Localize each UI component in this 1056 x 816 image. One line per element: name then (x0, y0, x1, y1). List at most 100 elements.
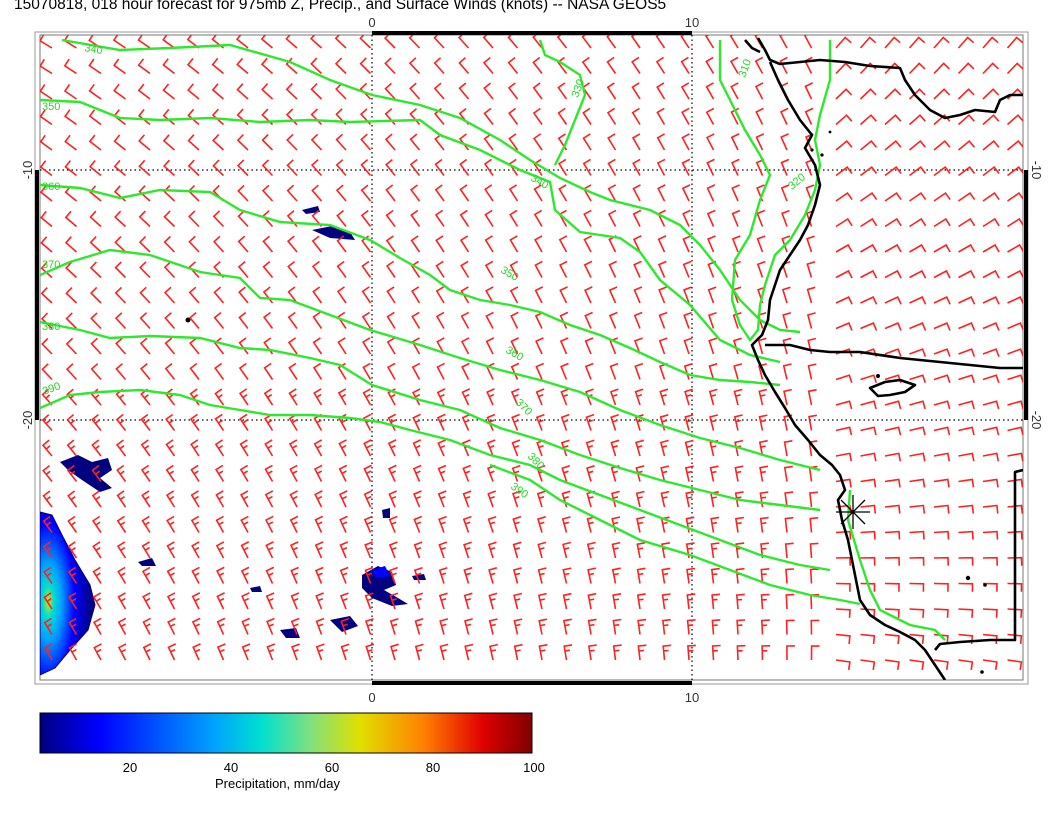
wind-barb-865 (661, 567, 671, 584)
right-tick-label-m10: -10 (1029, 161, 1044, 180)
wind-barb-811 (314, 541, 324, 559)
wind-barb-459 (510, 311, 519, 329)
wind-barb-519 (1007, 348, 1023, 357)
wind-barb-14 (383, 35, 396, 49)
wind-barb-639 (1007, 426, 1023, 436)
wind-barb-833 (860, 556, 876, 566)
wind-barb-467 (707, 311, 717, 329)
wind-barb-407 (213, 286, 225, 304)
wind-barb-988 (736, 644, 746, 661)
wind-barb-114 (884, 88, 902, 100)
wind-barb-13 (359, 35, 372, 49)
wind-barb-422 (584, 286, 593, 304)
wind-barb-107 (705, 82, 715, 100)
wind-barb-439 (1007, 296, 1023, 305)
wind-barb-115 (908, 88, 926, 100)
wind-barb-525 (164, 362, 176, 380)
wind-barb-334 (385, 235, 396, 253)
wind-barb-121 (63, 109, 77, 126)
wind-barb-598 (982, 400, 1000, 410)
wind-barb-807 (215, 541, 225, 559)
wind-barb-273 (860, 191, 878, 202)
wind-barb-679 (1007, 452, 1023, 462)
wind-barb-57 (458, 57, 470, 75)
wind-barb-577 (461, 388, 471, 406)
wind-barb-992 (835, 659, 851, 671)
contour-label-6: 340 (529, 172, 551, 192)
wind-barb-239 (1007, 165, 1023, 177)
wind-barb-227 (706, 158, 715, 176)
wind-barb-480 (41, 337, 53, 355)
wind-barb-885 (166, 592, 176, 610)
wind-barb-481 (65, 337, 78, 355)
wind-barb-685 (165, 464, 176, 482)
wind-barb-173 (360, 133, 372, 151)
wind-barb-213 (360, 158, 372, 177)
wind-barb-48 (236, 57, 249, 75)
wind-barb-906 (686, 593, 696, 610)
wind-barb-968 (241, 643, 251, 661)
wind-barb-84 (137, 83, 151, 100)
wind-barb-780 (537, 516, 546, 533)
wind-barb-434 (884, 296, 902, 305)
wind-barb-182 (582, 133, 592, 151)
wind-barb-748 (734, 491, 744, 508)
wind-barb-436 (933, 296, 951, 305)
wind-barb-888 (241, 592, 250, 610)
wind-barb-421 (559, 286, 568, 304)
wind-barb-185 (656, 133, 666, 151)
wind-barb-126 (187, 108, 200, 126)
wind-barb-606 (189, 413, 200, 431)
wind-barb-544 (634, 362, 644, 380)
wind-barb-907 (711, 593, 721, 610)
wind-barb-706 (684, 465, 694, 482)
wind-barb-122 (88, 109, 102, 126)
wind-barb-40 (40, 58, 53, 75)
wind-barb-927 (216, 617, 226, 635)
wind-barb-460 (534, 311, 544, 329)
wind-barb-845 (166, 566, 176, 584)
wind-barb-999 (1007, 659, 1023, 671)
wind-barb-174 (384, 133, 396, 151)
wind-barb-815 (413, 541, 423, 559)
wind-barb-50 (285, 57, 298, 75)
wind-barb-309 (756, 209, 766, 227)
wind-barb-737 (462, 490, 472, 508)
wind-barb-824 (636, 541, 646, 559)
wind-barb-477 (958, 322, 976, 331)
wind-barb-275 (909, 191, 927, 202)
wind-barb-389 (756, 260, 766, 278)
wind-barb-279 (1007, 191, 1023, 202)
wind-barb-503 (609, 337, 619, 355)
wind-barb-967 (216, 643, 226, 661)
wind-barb-0 (40, 35, 53, 49)
wind-barb-750 (784, 491, 794, 508)
wind-barb-550 (782, 363, 792, 380)
wind-barb-267 (706, 184, 716, 202)
wind-barb-936 (439, 618, 449, 635)
wind-barb-55 (408, 57, 421, 75)
wind-barb-118 (982, 88, 1000, 100)
wind-barb-381 (559, 260, 568, 278)
wind-barb-143 (606, 107, 617, 125)
wind-barb-789 (759, 516, 769, 533)
wind-barb-821 (562, 541, 571, 559)
wind-barb-893 (364, 592, 374, 610)
wind-barb-426 (682, 286, 692, 304)
wind-barb-948 (736, 619, 746, 635)
wind-barb-708 (734, 465, 744, 482)
wind-barb-969 (266, 643, 276, 661)
wind-barb-501 (559, 337, 569, 355)
wind-barb-120 (40, 109, 53, 126)
wind-barb-853 (364, 566, 374, 584)
wind-barb-997 (958, 659, 974, 671)
wind-barb-401 (65, 286, 78, 304)
wind-barb-12 (334, 35, 347, 49)
wind-barb-187 (706, 133, 715, 151)
wind-barb-72 (835, 62, 852, 75)
wind-barb-291 (311, 209, 323, 228)
wind-barb-675 (909, 452, 926, 462)
wind-barb-610 (288, 413, 298, 431)
wind-barb-3 (112, 35, 126, 49)
wind-barb-881 (67, 592, 78, 610)
